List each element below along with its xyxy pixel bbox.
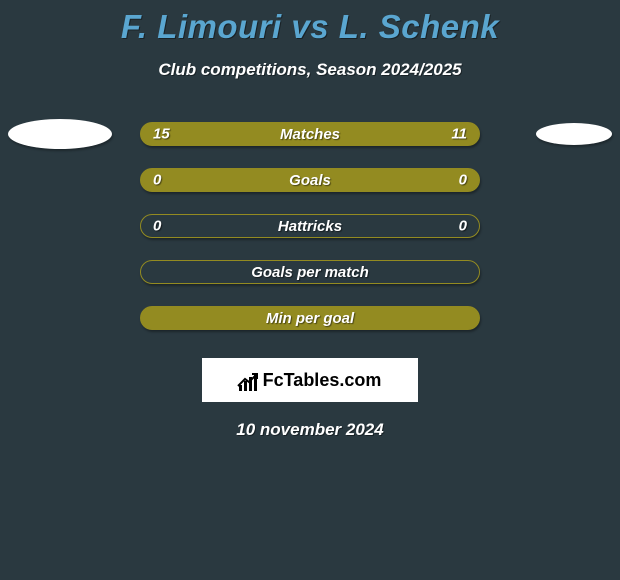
stat-label: Goals per match xyxy=(251,264,369,281)
stat-label: Hattricks xyxy=(278,218,342,235)
stat-label: Min per goal xyxy=(266,310,354,327)
logo-text: FcTables.com xyxy=(263,370,382,391)
stat-right-value: 11 xyxy=(451,126,467,143)
stat-left-value: 15 xyxy=(153,126,170,143)
stat-row: 0 Hattricks 0 xyxy=(0,214,620,238)
comparison-rows: 15 Matches 11 0 Goals 0 0 Hattricks 0 Goals per m… xyxy=(0,122,620,330)
stat-bar: 0 Hattricks 0 xyxy=(140,214,480,238)
stat-row: Min per goal xyxy=(0,306,620,330)
date-text: 10 november 2024 xyxy=(0,420,620,440)
value-blob xyxy=(536,123,612,145)
stat-bar: 0 Goals 0 xyxy=(140,168,480,192)
stat-left-value: 0 xyxy=(153,172,161,189)
stat-bar: Goals per match xyxy=(140,260,480,284)
stat-left-value: 0 xyxy=(153,218,161,235)
stat-row: 0 Goals 0 xyxy=(0,168,620,192)
logo-bars-icon xyxy=(239,371,257,391)
stat-row: Goals per match xyxy=(0,260,620,284)
stat-bar: 15 Matches 11 xyxy=(140,122,480,146)
stat-right-value: 0 xyxy=(459,172,467,189)
logo-box: FcTables.com xyxy=(202,358,418,402)
stat-label: Goals xyxy=(289,172,331,189)
page-title: F. Limouri vs L. Schenk xyxy=(0,0,620,46)
stat-bar: Min per goal xyxy=(140,306,480,330)
stat-right-value: 0 xyxy=(459,218,467,235)
subtitle: Club competitions, Season 2024/2025 xyxy=(0,60,620,80)
stat-label: Matches xyxy=(280,126,340,143)
value-blob xyxy=(8,119,112,149)
stat-row: 15 Matches 11 xyxy=(0,122,620,146)
